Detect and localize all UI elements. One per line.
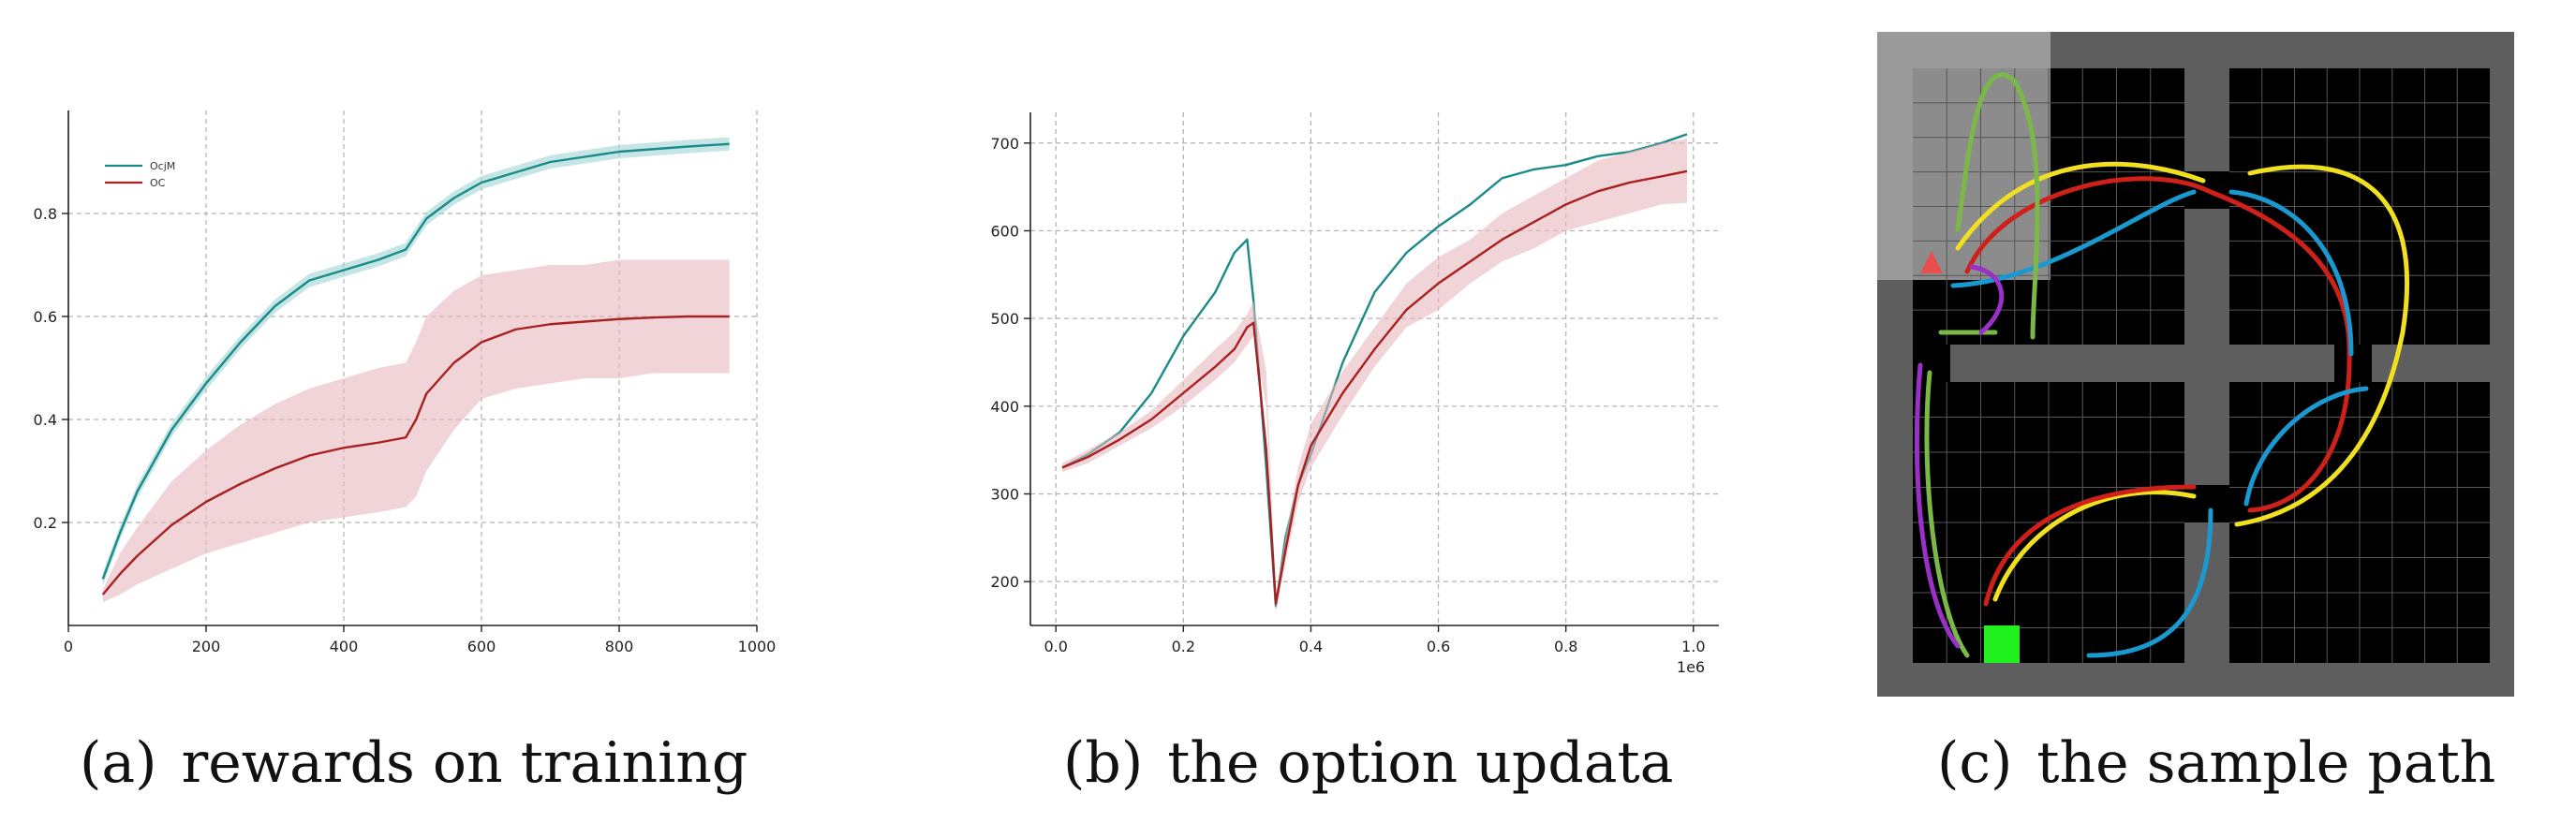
y-tick-label-1: 0.4 [34, 411, 57, 429]
x-tick-label-3: 0.6 [1427, 638, 1450, 655]
x-tick-label-5: 1.0 [1681, 638, 1705, 655]
series-1-band [1062, 139, 1687, 612]
panel-b: 0.0 0.2 0.4 0.6 0.8 1.0 200 300 400 500 600 700 1e6 [937, 0, 1761, 712]
caption-c: (c) the sample path [1937, 730, 2495, 796]
caption-b-label: (b) [1063, 730, 1144, 796]
caption-c-text: the sample path [2036, 730, 2496, 796]
agent-triangle [1920, 251, 1943, 273]
path-yellow-lower [1992, 490, 2197, 602]
x-tick-label-5: 1000 [738, 638, 777, 655]
x-tick-label-2: 0.4 [1299, 638, 1323, 655]
panel-a: 0 200 400 600 800 1000 0.2 0.4 0.6 0.8 OcjM OC [0, 0, 796, 712]
goal-square [1984, 625, 2020, 663]
y-tick-label-2: 0.6 [34, 308, 57, 326]
series-1-band [102, 259, 730, 603]
x-tick-label-1: 0.2 [1172, 638, 1195, 655]
path-yellow [1955, 161, 2409, 527]
y-tick-label-1: 300 [990, 485, 1019, 503]
chart-rewards-on-training: 0 200 400 600 800 1000 0.2 0.4 0.6 0.8 OcjM OC [34, 110, 777, 655]
caption-a-text: rewards on training [181, 730, 748, 796]
path-blue-lower [2086, 507, 2213, 658]
chart-option-update: 0.0 0.2 0.4 0.6 0.8 1.0 200 300 400 500 600 700 1e6 [990, 112, 1719, 676]
x-tick-label-0: 0.0 [1044, 638, 1067, 655]
x-tick-label-1: 200 [192, 638, 221, 655]
series-1-line [1061, 169, 1688, 605]
path-red [1964, 176, 2352, 513]
x-tick-label-2: 400 [330, 638, 359, 655]
x-tick-label-4: 800 [605, 638, 634, 655]
y-tick-label-0: 200 [990, 573, 1019, 591]
caption-c-label: (c) [1937, 730, 2013, 796]
caption-b-text: the option updata [1167, 730, 1674, 796]
path-red-lower [1983, 484, 2197, 607]
caption-a: (a) rewards on training [80, 730, 748, 796]
y-tick-label-5: 700 [990, 135, 1019, 153]
path-blue [1950, 189, 2369, 507]
y-tick-label-0: 0.2 [34, 514, 57, 532]
y-tick-label-2: 400 [990, 398, 1019, 416]
y-tick-label-3: 0.8 [34, 205, 57, 223]
legend-label-0: OcjM [150, 160, 175, 172]
door-bottom [2184, 485, 2229, 522]
caption-b: (b) the option updata [1063, 730, 1673, 796]
y-tick-label-4: 600 [990, 222, 1019, 240]
series-1-line [101, 315, 730, 595]
path-green-lower [1924, 370, 1970, 658]
caption-a-label: (a) [80, 730, 157, 796]
legend-label-1: OC [150, 177, 166, 189]
y-tick-label-3: 500 [990, 310, 1019, 328]
path-purple [1914, 264, 2005, 649]
x-tick-label-3: 600 [467, 638, 496, 655]
series-0-line [101, 142, 730, 580]
series-0-band [102, 137, 730, 586]
x-offset-label: 1e6 [1677, 658, 1705, 676]
x-tick-label-0: 0 [64, 638, 73, 655]
path-green [1938, 72, 2040, 340]
sample-path-grid-map [1877, 32, 2514, 697]
x-tick-label-4: 0.8 [1554, 638, 1577, 655]
panel-c [1864, 0, 2576, 712]
